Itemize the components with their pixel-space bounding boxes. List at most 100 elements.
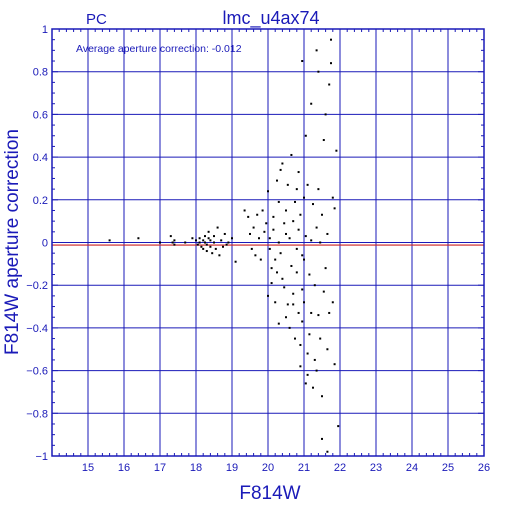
data-point (310, 239, 313, 242)
data-point (295, 271, 298, 274)
data-point (288, 326, 291, 329)
data-point (337, 425, 340, 428)
data-point (272, 215, 275, 218)
y-axis-label: F814W aperture correction (2, 129, 23, 355)
data-point (286, 183, 289, 186)
data-point (295, 188, 298, 191)
data-point (274, 301, 277, 304)
data-point (283, 222, 286, 225)
data-point (220, 239, 223, 242)
y-tick-label: 0.2 (33, 195, 48, 207)
x-tick-label: 19 (226, 462, 238, 474)
data-point (333, 207, 336, 210)
x-tick-label: 16 (118, 462, 130, 474)
data-point (326, 348, 329, 351)
data-point (297, 171, 300, 174)
data-point (205, 250, 208, 253)
y-tick-label: −0.8 (26, 408, 48, 420)
data-point (315, 369, 318, 372)
data-point (304, 235, 307, 238)
data-point (227, 241, 230, 244)
data-point (317, 70, 320, 73)
data-point (308, 333, 311, 336)
data-point (267, 294, 269, 297)
data-point (303, 258, 305, 261)
data-point (330, 38, 332, 41)
data-point (270, 282, 273, 285)
data-point (261, 209, 264, 212)
data-point (213, 235, 215, 238)
x-tick-label: 15 (82, 462, 94, 474)
data-point (259, 258, 262, 261)
data-point (312, 203, 314, 206)
data-point (331, 196, 334, 199)
data-point (207, 230, 210, 233)
data-point (331, 301, 334, 304)
data-point (250, 247, 253, 250)
y-tick-label: −0.6 (26, 366, 48, 378)
data-point (317, 314, 320, 317)
data-point (225, 243, 228, 246)
data-point (313, 358, 316, 361)
y-tick-label: 1 (42, 24, 48, 36)
data-point (277, 241, 280, 244)
data-point (324, 113, 327, 116)
y-tick-label: 0.4 (33, 152, 48, 164)
data-point (294, 337, 296, 340)
x-tick-label: 21 (298, 462, 310, 474)
data-point (252, 226, 255, 229)
data-point (276, 271, 278, 274)
data-point (294, 200, 296, 203)
y-tick-label: 0 (42, 238, 48, 250)
data-point (274, 258, 277, 261)
average-correction-annotation: Average aperture correction: -0.012 (76, 43, 242, 55)
data-point (202, 247, 205, 250)
data-point (231, 237, 233, 240)
data-point (290, 264, 293, 267)
data-point (202, 239, 205, 242)
data-point (209, 245, 212, 248)
x-tick-label: 18 (190, 462, 202, 474)
data-point (285, 209, 287, 212)
x-tick-labels: 15 16 17 18 19 20 21 22 23 24 25 26 (82, 462, 490, 474)
data-point (214, 247, 217, 250)
x-tick-label: 25 (442, 462, 454, 474)
data-point (321, 395, 323, 398)
data-point (303, 301, 305, 304)
data-point (333, 363, 336, 366)
y-tick-labels: −1 −0.8 −0.6 −0.4 −0.2 0 0.2 0.4 0.6 0.8 1 (26, 24, 48, 463)
y-tick-label: 0.8 (33, 67, 48, 79)
data-point (279, 252, 282, 255)
x-tick-label: 23 (370, 462, 382, 474)
data-point (315, 226, 318, 229)
data-point (299, 365, 302, 368)
data-point (295, 247, 298, 250)
data-point (303, 196, 305, 199)
data-point (321, 213, 323, 216)
y-tick-label: 0.6 (33, 109, 48, 121)
plot-frame (51, 28, 485, 457)
data-point (304, 382, 307, 385)
data-point (283, 286, 286, 289)
data-point (276, 179, 278, 182)
data-point (285, 316, 287, 319)
data-point (169, 235, 172, 238)
data-point (324, 267, 327, 270)
x-tick-label: 20 (262, 462, 274, 474)
data-point (254, 254, 257, 257)
data-point (277, 200, 280, 203)
data-point (299, 343, 302, 346)
data-point (297, 228, 300, 231)
data-point (322, 290, 325, 293)
data-point (301, 288, 304, 291)
data-point (173, 239, 176, 242)
data-point (322, 139, 325, 142)
data-point (315, 49, 318, 52)
data-point (290, 153, 293, 156)
data-point (319, 337, 322, 340)
data-point (209, 239, 212, 242)
data-points (108, 38, 340, 453)
data-point (207, 237, 210, 240)
data-point (328, 83, 331, 86)
data-point (272, 228, 275, 231)
